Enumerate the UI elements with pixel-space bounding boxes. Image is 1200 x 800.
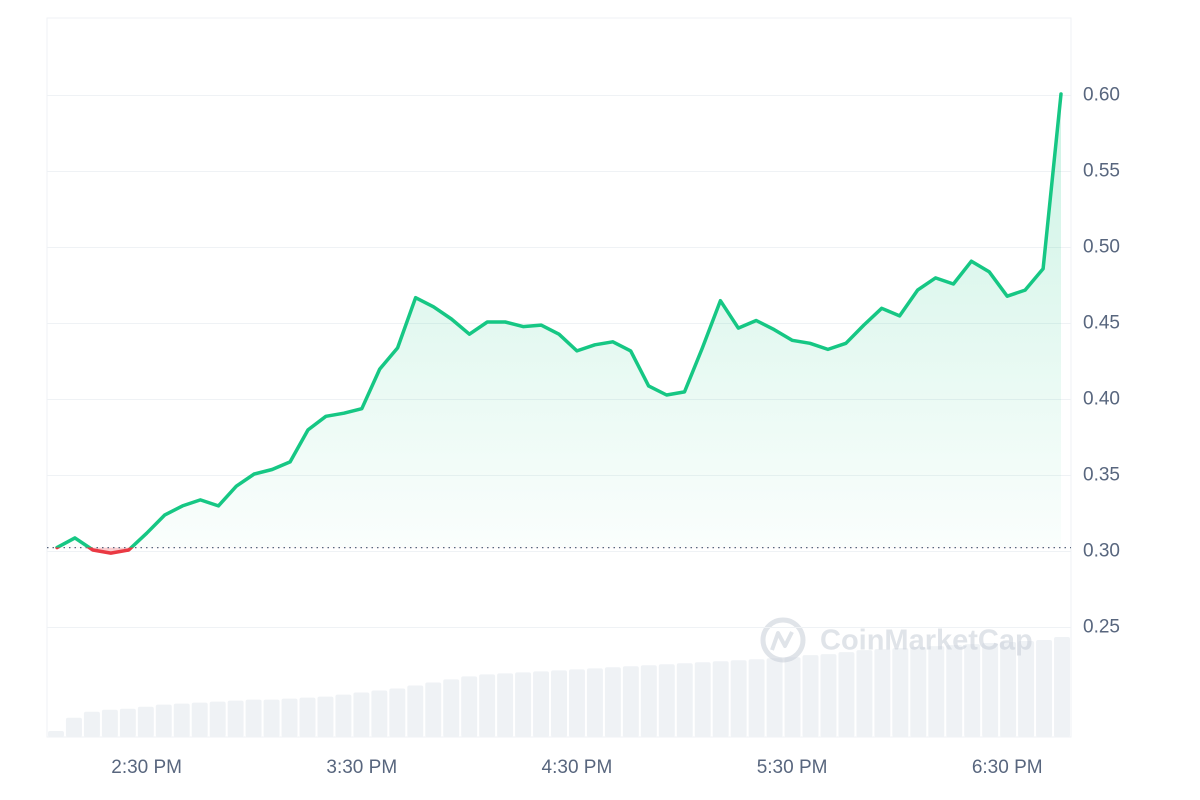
- watermark-logo-mark: [770, 631, 794, 651]
- volume-bar: [551, 670, 567, 737]
- volume-bar: [856, 650, 873, 737]
- volume-bar: [640, 665, 657, 737]
- watermark-text: CoinMarketCap: [820, 625, 1033, 657]
- watermark: CoinMarketCap: [760, 617, 1033, 663]
- volume-bar: [335, 694, 352, 737]
- volume-bar: [299, 697, 316, 737]
- x-tick-label: 3:30 PM: [326, 757, 397, 778]
- y-tick-label: 0.40: [1083, 389, 1120, 410]
- volume-bar: [676, 663, 693, 737]
- volume-bar: [48, 730, 64, 737]
- volume-bar: [155, 704, 172, 737]
- volume-bar: [730, 660, 747, 737]
- price-line: [55, 92, 1063, 555]
- volume-bar: [119, 708, 136, 737]
- volume-bar: [568, 669, 585, 737]
- x-tick-label: 4:30 PM: [542, 757, 613, 778]
- volume-bar: [101, 709, 118, 737]
- volume-bar: [874, 649, 891, 737]
- volume-bar: [604, 667, 621, 737]
- volume-bar: [748, 659, 765, 737]
- volume-bar: [1018, 641, 1035, 737]
- volume-bar: [820, 654, 837, 737]
- y-tick-label: 0.35: [1083, 465, 1120, 486]
- volume-bar: [461, 676, 478, 737]
- volume-bar: [497, 673, 514, 737]
- volume-bar: [191, 702, 208, 737]
- volume-bar: [928, 646, 945, 737]
- volume-bar: [425, 682, 442, 737]
- volume-bar: [658, 664, 675, 737]
- volume-bar: [910, 647, 927, 737]
- volume-bar: [515, 672, 532, 737]
- y-tick-label: 0.60: [1083, 85, 1120, 106]
- volume-bar: [946, 645, 963, 737]
- volume-bar: [209, 701, 226, 737]
- volume-bar: [245, 699, 262, 737]
- volume-bar: [892, 648, 909, 737]
- volume-bar: [694, 662, 711, 737]
- volume-bar: [371, 690, 388, 737]
- volume-bar: [1054, 637, 1070, 737]
- volume-bar: [982, 643, 999, 737]
- price-area: [57, 94, 1061, 554]
- x-tick-label: 6:30 PM: [972, 757, 1043, 778]
- volume-bar: [65, 717, 82, 737]
- y-tick-label: 0.50: [1083, 237, 1120, 258]
- x-tick-label: 2:30 PM: [111, 757, 182, 778]
- volume-bar: [586, 668, 603, 737]
- volume-bar: [317, 696, 334, 737]
- volume-bar: [533, 671, 550, 737]
- volume-bar: [712, 661, 729, 737]
- volume-bar: [83, 711, 100, 737]
- volume-bar: [227, 700, 244, 737]
- volume-bar: [1036, 640, 1053, 737]
- volume-bar: [407, 685, 424, 737]
- volume-bar: [838, 652, 855, 737]
- volume-bar: [802, 655, 819, 737]
- volume-bar: [173, 703, 190, 737]
- volume-bar: [622, 666, 639, 737]
- volume-bar: [479, 674, 496, 737]
- volume-bar: [964, 644, 981, 737]
- watermark-logo: [760, 617, 806, 663]
- x-tick-label: 5:30 PM: [757, 757, 828, 778]
- volume-bar: [784, 657, 801, 737]
- y-tick-label: 0.25: [1083, 617, 1120, 638]
- volume-bar: [353, 692, 370, 737]
- volume-bar: [263, 699, 280, 737]
- volume-bar: [1000, 642, 1017, 737]
- y-tick-label: 0.45: [1083, 313, 1120, 334]
- volume-bar: [766, 658, 783, 737]
- volume-bar: [137, 706, 154, 737]
- y-tick-label: 0.30: [1083, 541, 1120, 562]
- volume-bar: [443, 679, 460, 737]
- y-tick-label: 0.55: [1083, 161, 1120, 182]
- volume-bar: [389, 688, 406, 737]
- volume-bar: [281, 698, 298, 737]
